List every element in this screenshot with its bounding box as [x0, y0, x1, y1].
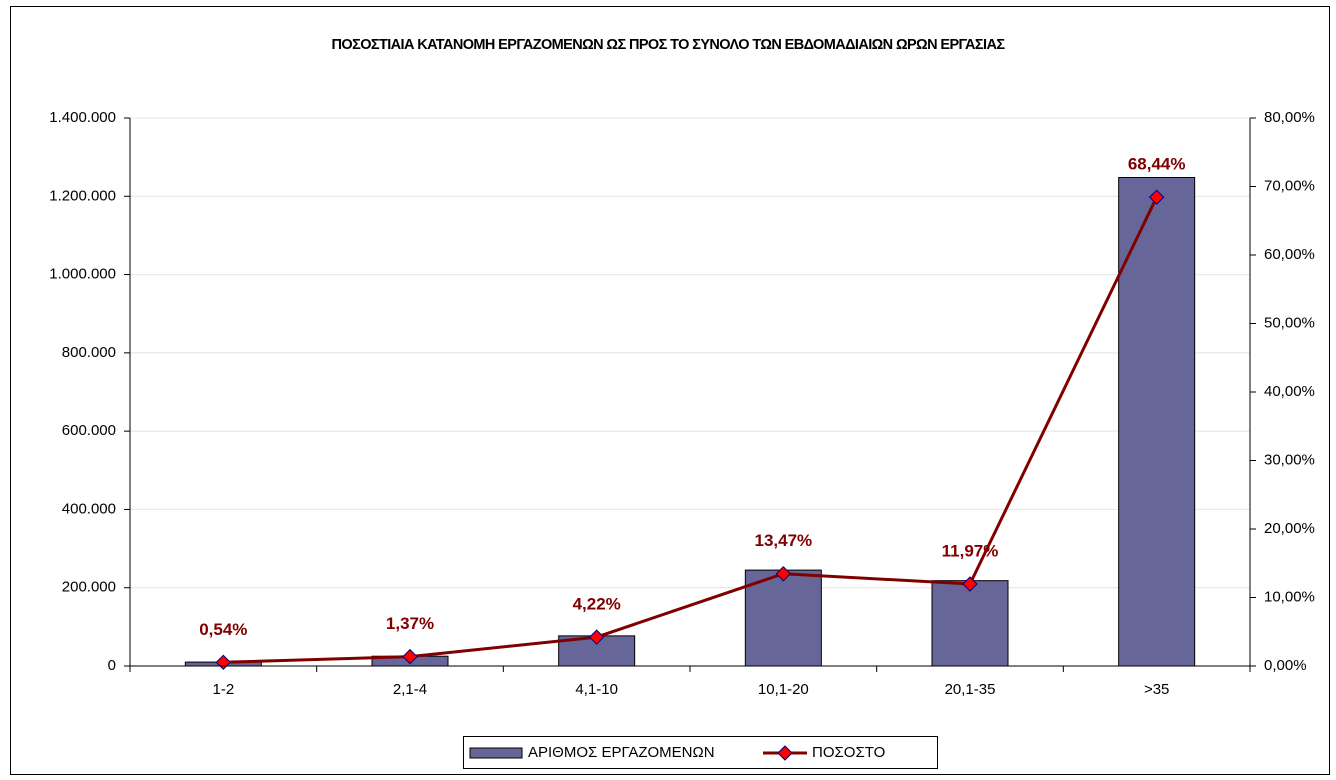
legend-label: ΑΡΙΘΜΟΣ ΕΡΓΑΖΟΜΕΝΩΝ	[528, 744, 715, 761]
y-tick-label: 400.000	[62, 500, 116, 517]
y-tick-label: 800.000	[62, 344, 116, 361]
marker	[775, 566, 792, 582]
data-label: 13,47%	[754, 531, 812, 550]
y2-tick-label: 60,00%	[1264, 246, 1315, 263]
data-label: 1,37%	[386, 614, 434, 633]
chart-border	[10, 6, 1330, 775]
y-tick-label: 1.200.000	[49, 187, 116, 204]
y2-tick-label: 30,00%	[1264, 451, 1315, 468]
y2-tick-label: 70,00%	[1264, 177, 1315, 194]
y-tick-label: 600.000	[62, 422, 116, 439]
line	[223, 196, 1159, 664]
x-tick-label: 2,1-4	[393, 681, 427, 698]
marker	[402, 648, 418, 665]
y-tick-label: 0	[108, 657, 116, 674]
x-tick-label: 4,1-10	[575, 681, 618, 698]
marker	[1148, 189, 1165, 205]
legend-bar-swatch	[469, 747, 523, 759]
y2-tick-label: 20,00%	[1264, 520, 1315, 537]
data-label: 0,54%	[199, 620, 247, 639]
y2-tick-label: 0,00%	[1264, 657, 1307, 674]
x-tick-label: >35	[1144, 681, 1169, 698]
x-tick-label: 20,1-35	[945, 681, 996, 698]
bar	[744, 569, 822, 667]
bar	[1118, 176, 1196, 667]
marker	[962, 576, 978, 592]
y-tick-label: 1.000.000	[49, 266, 116, 283]
chart-title: ΠΟΣΟΣΤΙΑΙΑ ΚΑΤΑΝΟΜΗ ΕΡΓΑΖΟΜΕΝΩΝ ΩΣ ΠΡΟΣ …	[332, 37, 1006, 53]
y2-tick-label: 50,00%	[1264, 314, 1315, 331]
data-label: 68,44%	[1128, 155, 1186, 174]
y2-tick-label: 10,00%	[1264, 588, 1315, 605]
x-tick-label: 10,1-20	[758, 681, 809, 698]
legend-box	[463, 736, 938, 769]
marker	[588, 629, 605, 645]
data-label: 11,97%	[942, 541, 999, 560]
legend-marker	[777, 745, 793, 761]
bar	[931, 580, 1009, 667]
data-label: 4,22%	[573, 595, 621, 614]
y2-tick-label: 80,00%	[1264, 109, 1315, 126]
x-tick-label: 1-2	[212, 681, 234, 698]
legend: ΑΡΙΘΜΟΣ ΕΡΓΑΖΟΜΕΝΩΝ ΠΟΣΟΣΤΟ	[463, 736, 938, 769]
legend-label: ΠΟΣΟΣΤΟ	[812, 744, 885, 761]
y-tick-label: 1.400.000	[49, 109, 116, 126]
y2-tick-label: 40,00%	[1264, 383, 1315, 400]
y-tick-label: 200.000	[62, 579, 116, 596]
